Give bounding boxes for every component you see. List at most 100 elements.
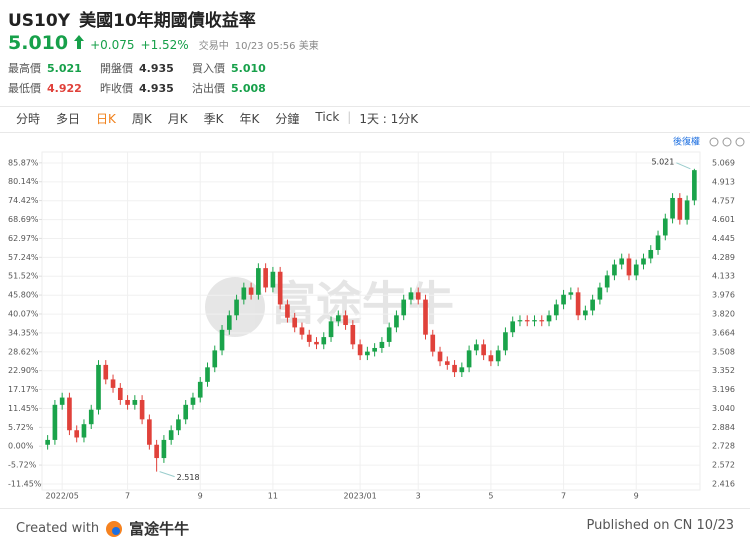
y2-tick-label: 40.07% <box>8 309 39 318</box>
stat-value: 5.008 <box>231 82 266 95</box>
candle-body <box>154 444 159 459</box>
candle-body <box>401 299 407 316</box>
stat-value: 4.935 <box>139 62 174 75</box>
candle-body <box>430 334 436 352</box>
candle-body <box>641 258 646 265</box>
candle-body <box>546 315 552 322</box>
y2-tick-label: 28.62% <box>8 347 39 356</box>
stat: 沽出價 5.008 <box>192 80 312 96</box>
candle-body <box>481 344 486 356</box>
stat-value: 5.010 <box>231 62 266 75</box>
y2-tick-label: 34.35% <box>8 328 39 337</box>
separator <box>0 508 750 509</box>
candle-body <box>343 315 348 325</box>
adjust-button[interactable]: 後復權 <box>673 136 700 148</box>
candle-body <box>633 264 639 276</box>
candle-body <box>45 439 50 445</box>
y2-tick-label: 45.80% <box>8 291 39 300</box>
low-label: 2.518 <box>177 473 200 482</box>
tab[interactable]: 周K <box>131 112 152 126</box>
candle-body <box>553 304 559 316</box>
candle-body <box>612 264 617 276</box>
candle-body <box>285 304 290 318</box>
x-tick-label: 9 <box>634 492 639 501</box>
range-label[interactable]: 1天 : 1分K <box>359 112 419 126</box>
brand: 富途牛牛 <box>129 520 190 538</box>
candle-body <box>532 320 537 322</box>
y-tick-label: 4.913 <box>712 177 735 186</box>
candle-body <box>604 275 610 288</box>
candle-body <box>125 399 130 405</box>
candle-body <box>379 341 385 348</box>
y2-tick-label: 80.14% <box>8 177 39 186</box>
y2-tick-label: 51.52% <box>8 272 39 281</box>
price: 5.010 <box>8 32 69 54</box>
candle-body <box>561 294 566 305</box>
candle-body <box>466 350 472 368</box>
up-arrow <box>74 35 85 49</box>
tab[interactable]: 年K <box>239 112 260 126</box>
candle-body <box>197 381 203 398</box>
stat-value: 5.021 <box>47 62 82 75</box>
candle-body <box>328 321 334 338</box>
candle-body <box>212 350 218 368</box>
y2-tick-label: 17.17% <box>8 385 39 394</box>
candle-body <box>183 404 189 420</box>
reset-icon[interactable] <box>709 137 719 147</box>
candle-body <box>386 327 392 342</box>
candle-body <box>139 399 145 420</box>
y-tick-label: 4.757 <box>712 196 735 205</box>
candle-body <box>59 397 65 405</box>
candle-body <box>117 387 123 400</box>
candle-body <box>583 310 588 316</box>
y-tick-label: 3.820 <box>712 310 735 319</box>
candle-body <box>132 399 138 405</box>
candle-body <box>248 287 254 295</box>
candle-body <box>662 218 668 236</box>
candle-body <box>110 379 116 388</box>
tab[interactable]: 日K <box>96 112 116 126</box>
tab[interactable]: 分時 <box>16 112 41 126</box>
tab[interactable]: 月K <box>167 112 188 126</box>
candle-body <box>277 271 283 305</box>
time: 10/23 05:56 美東 <box>234 41 319 52</box>
tab[interactable]: 季K <box>203 112 224 126</box>
candle-body <box>474 344 479 351</box>
tab[interactable]: 分鐘 <box>275 112 300 126</box>
candle-body <box>459 367 465 373</box>
y2-tick-label: 5.72% <box>8 423 34 432</box>
y-tick-label: 5.069 <box>712 159 735 168</box>
y-tick-label: 4.445 <box>712 234 735 243</box>
stat: 買入價 5.010 <box>192 60 312 76</box>
x-tick-label: 3 <box>416 492 421 501</box>
stats: 最高價 5.021 開盤價 4.935 買入價 5.010 最低價 4.922 昨收價 4.935… <box>8 60 312 96</box>
candle-body <box>590 299 595 311</box>
candle-body <box>350 324 356 345</box>
candle-body <box>692 170 697 201</box>
x-tick-label: 5 <box>488 492 493 501</box>
y2-tick-label: 74.42% <box>8 196 39 205</box>
tab[interactable]: Tick <box>315 110 340 124</box>
candle-body <box>241 287 247 300</box>
stat: 開盤價 4.935 <box>100 60 192 76</box>
y-tick-label: 2.728 <box>712 442 735 451</box>
candle-body <box>619 258 625 265</box>
y2-tick-label: 11.45% <box>8 404 39 413</box>
y-tick-label: 3.196 <box>712 385 735 394</box>
y2-tick-label: -5.72% <box>8 461 37 470</box>
x-tick-label: 11 <box>268 492 278 501</box>
stat: 最低價 4.922 <box>8 80 100 96</box>
zoom-out-icon[interactable] <box>722 137 732 147</box>
stat: 昨收價 4.935 <box>100 80 192 96</box>
y-tick-label: 2.416 <box>712 479 735 488</box>
zoom-in-icon[interactable] <box>735 137 745 147</box>
candle-body <box>670 197 675 219</box>
instrument-name: 美國10年期國債收益率 <box>79 11 256 31</box>
change: +0.075 <box>90 38 135 52</box>
chart: 後復權 富途牛牛 5.0694.9134.7574.6014.4454.2894… <box>8 136 745 501</box>
tab[interactable]: 多日 <box>56 112 81 126</box>
y-tick-label: 3.040 <box>712 404 735 413</box>
candle-body <box>161 439 167 459</box>
candle-body <box>495 350 501 362</box>
